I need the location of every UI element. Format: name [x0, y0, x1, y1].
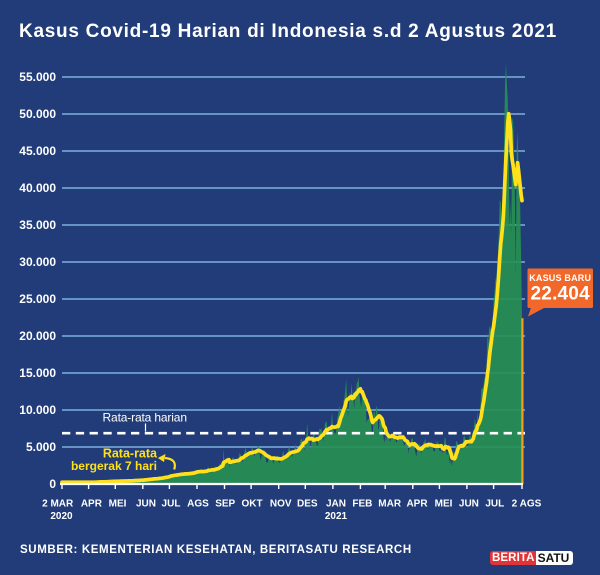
- svg-text:MAR: MAR: [378, 499, 402, 510]
- svg-text:35.000: 35.000: [19, 218, 56, 232]
- svg-text:OKT: OKT: [241, 499, 262, 510]
- svg-text:bergerak 7 hari: bergerak 7 hari: [71, 459, 157, 473]
- svg-text:APR: APR: [81, 499, 103, 510]
- svg-text:Rata-rata harian: Rata-rata harian: [103, 410, 187, 424]
- svg-text:2020: 2020: [50, 511, 73, 522]
- svg-text:MEI: MEI: [435, 499, 453, 510]
- svg-text:30.000: 30.000: [19, 255, 56, 269]
- svg-text:2021: 2021: [325, 511, 348, 522]
- svg-text:KASUS BARU: KASUS BARU: [529, 273, 591, 283]
- svg-text:2 AGS: 2 AGS: [512, 499, 542, 510]
- svg-text:AGS: AGS: [187, 499, 209, 510]
- svg-text:15.000: 15.000: [19, 366, 56, 380]
- svg-text:55.000: 55.000: [19, 70, 56, 84]
- svg-text:0: 0: [49, 477, 56, 491]
- svg-text:NOV: NOV: [270, 499, 292, 510]
- svg-text:SEP: SEP: [215, 499, 235, 510]
- svg-text:50.000: 50.000: [19, 107, 56, 121]
- svg-text:MEI: MEI: [109, 499, 127, 510]
- svg-text:2 MAR: 2 MAR: [42, 499, 74, 510]
- svg-text:22.404: 22.404: [531, 284, 591, 305]
- svg-text:FEB: FEB: [352, 499, 372, 510]
- svg-text:DES: DES: [297, 499, 318, 510]
- svg-text:Rata-rata: Rata-rata: [103, 447, 158, 461]
- svg-text:JUL: JUL: [162, 499, 181, 510]
- svg-text:JUL: JUL: [485, 499, 504, 510]
- svg-text:APR: APR: [406, 499, 428, 510]
- svg-text:JUN: JUN: [136, 499, 156, 510]
- svg-text:40.000: 40.000: [19, 181, 56, 195]
- svg-text:JAN: JAN: [326, 499, 346, 510]
- svg-text:45.000: 45.000: [19, 144, 56, 158]
- svg-text:JUN: JUN: [459, 499, 479, 510]
- svg-text:5.000: 5.000: [26, 440, 56, 454]
- svg-text:20.000: 20.000: [19, 329, 56, 343]
- svg-text:25.000: 25.000: [19, 292, 56, 306]
- svg-text:10.000: 10.000: [19, 403, 56, 417]
